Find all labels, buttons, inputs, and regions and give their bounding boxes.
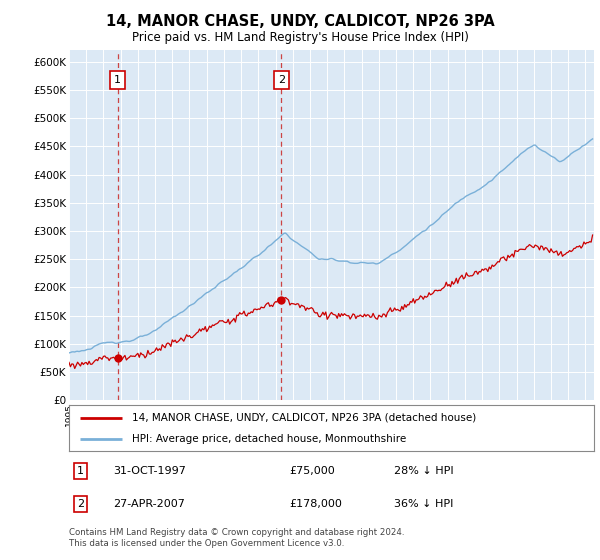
Text: 31-OCT-1997: 31-OCT-1997 [113, 466, 187, 476]
Text: 2: 2 [77, 499, 84, 509]
Text: 27-APR-2007: 27-APR-2007 [113, 499, 185, 509]
Text: 36% ↓ HPI: 36% ↓ HPI [395, 499, 454, 509]
Text: 28% ↓ HPI: 28% ↓ HPI [395, 466, 454, 476]
Text: £75,000: £75,000 [290, 466, 335, 476]
Text: 14, MANOR CHASE, UNDY, CALDICOT, NP26 3PA (detached house): 14, MANOR CHASE, UNDY, CALDICOT, NP26 3P… [132, 413, 476, 423]
Text: 2: 2 [278, 75, 285, 85]
Text: HPI: Average price, detached house, Monmouthshire: HPI: Average price, detached house, Monm… [132, 435, 406, 444]
Text: Price paid vs. HM Land Registry's House Price Index (HPI): Price paid vs. HM Land Registry's House … [131, 31, 469, 44]
Text: 14, MANOR CHASE, UNDY, CALDICOT, NP26 3PA: 14, MANOR CHASE, UNDY, CALDICOT, NP26 3P… [106, 14, 494, 29]
Text: 1: 1 [114, 75, 121, 85]
Text: £178,000: £178,000 [290, 499, 343, 509]
Text: 1: 1 [77, 466, 84, 476]
Text: Contains HM Land Registry data © Crown copyright and database right 2024.
This d: Contains HM Land Registry data © Crown c… [69, 528, 404, 548]
